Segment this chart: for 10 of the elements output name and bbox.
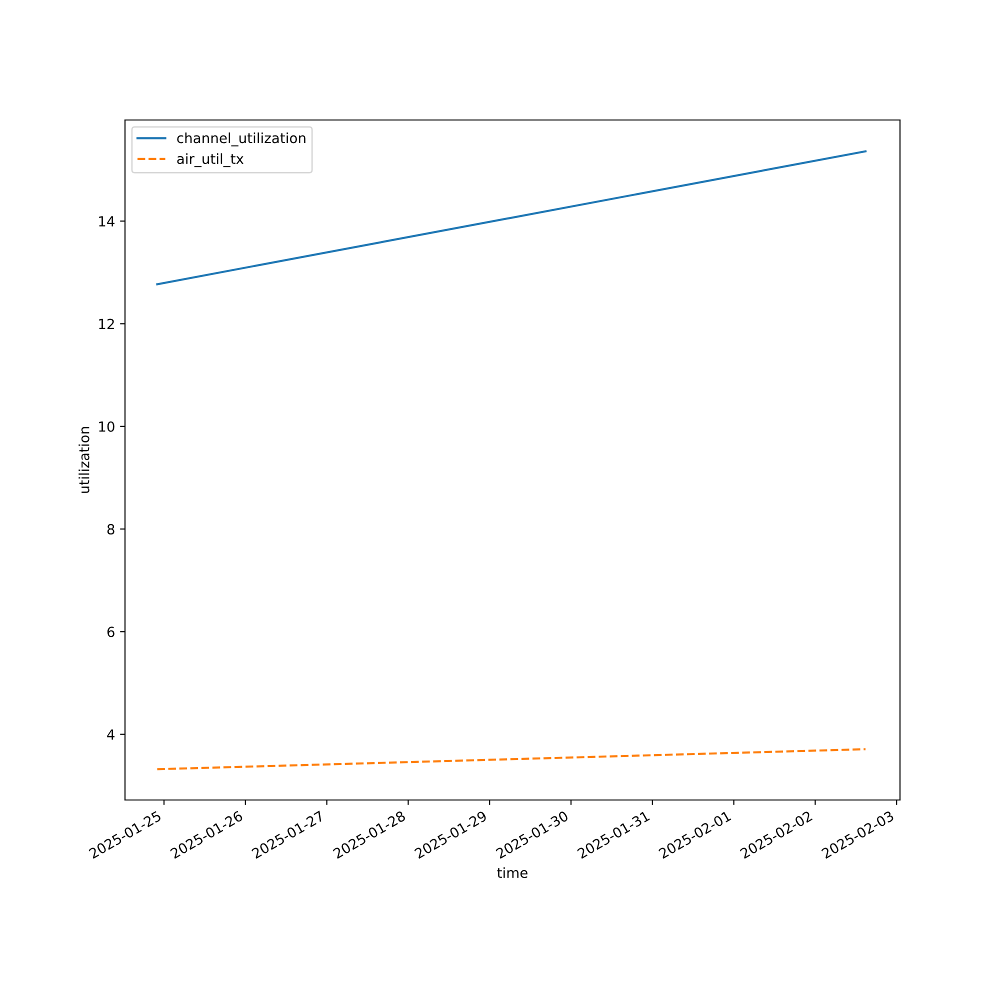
y-tick-label: 4	[107, 729, 114, 740]
legend-label: air_util_tx	[177, 153, 244, 168]
y-axis-title: utilization	[78, 427, 90, 493]
legend-label: channel_utilization	[177, 132, 306, 146]
y-tick-label: 8	[107, 524, 114, 534]
y-tick-label: 6	[107, 626, 114, 638]
y-tick-label: 14	[99, 216, 114, 226]
x-axis-title: time	[497, 867, 528, 878]
y-tick-label: 10	[99, 421, 114, 432]
y-tick-label: 12	[99, 318, 114, 330]
